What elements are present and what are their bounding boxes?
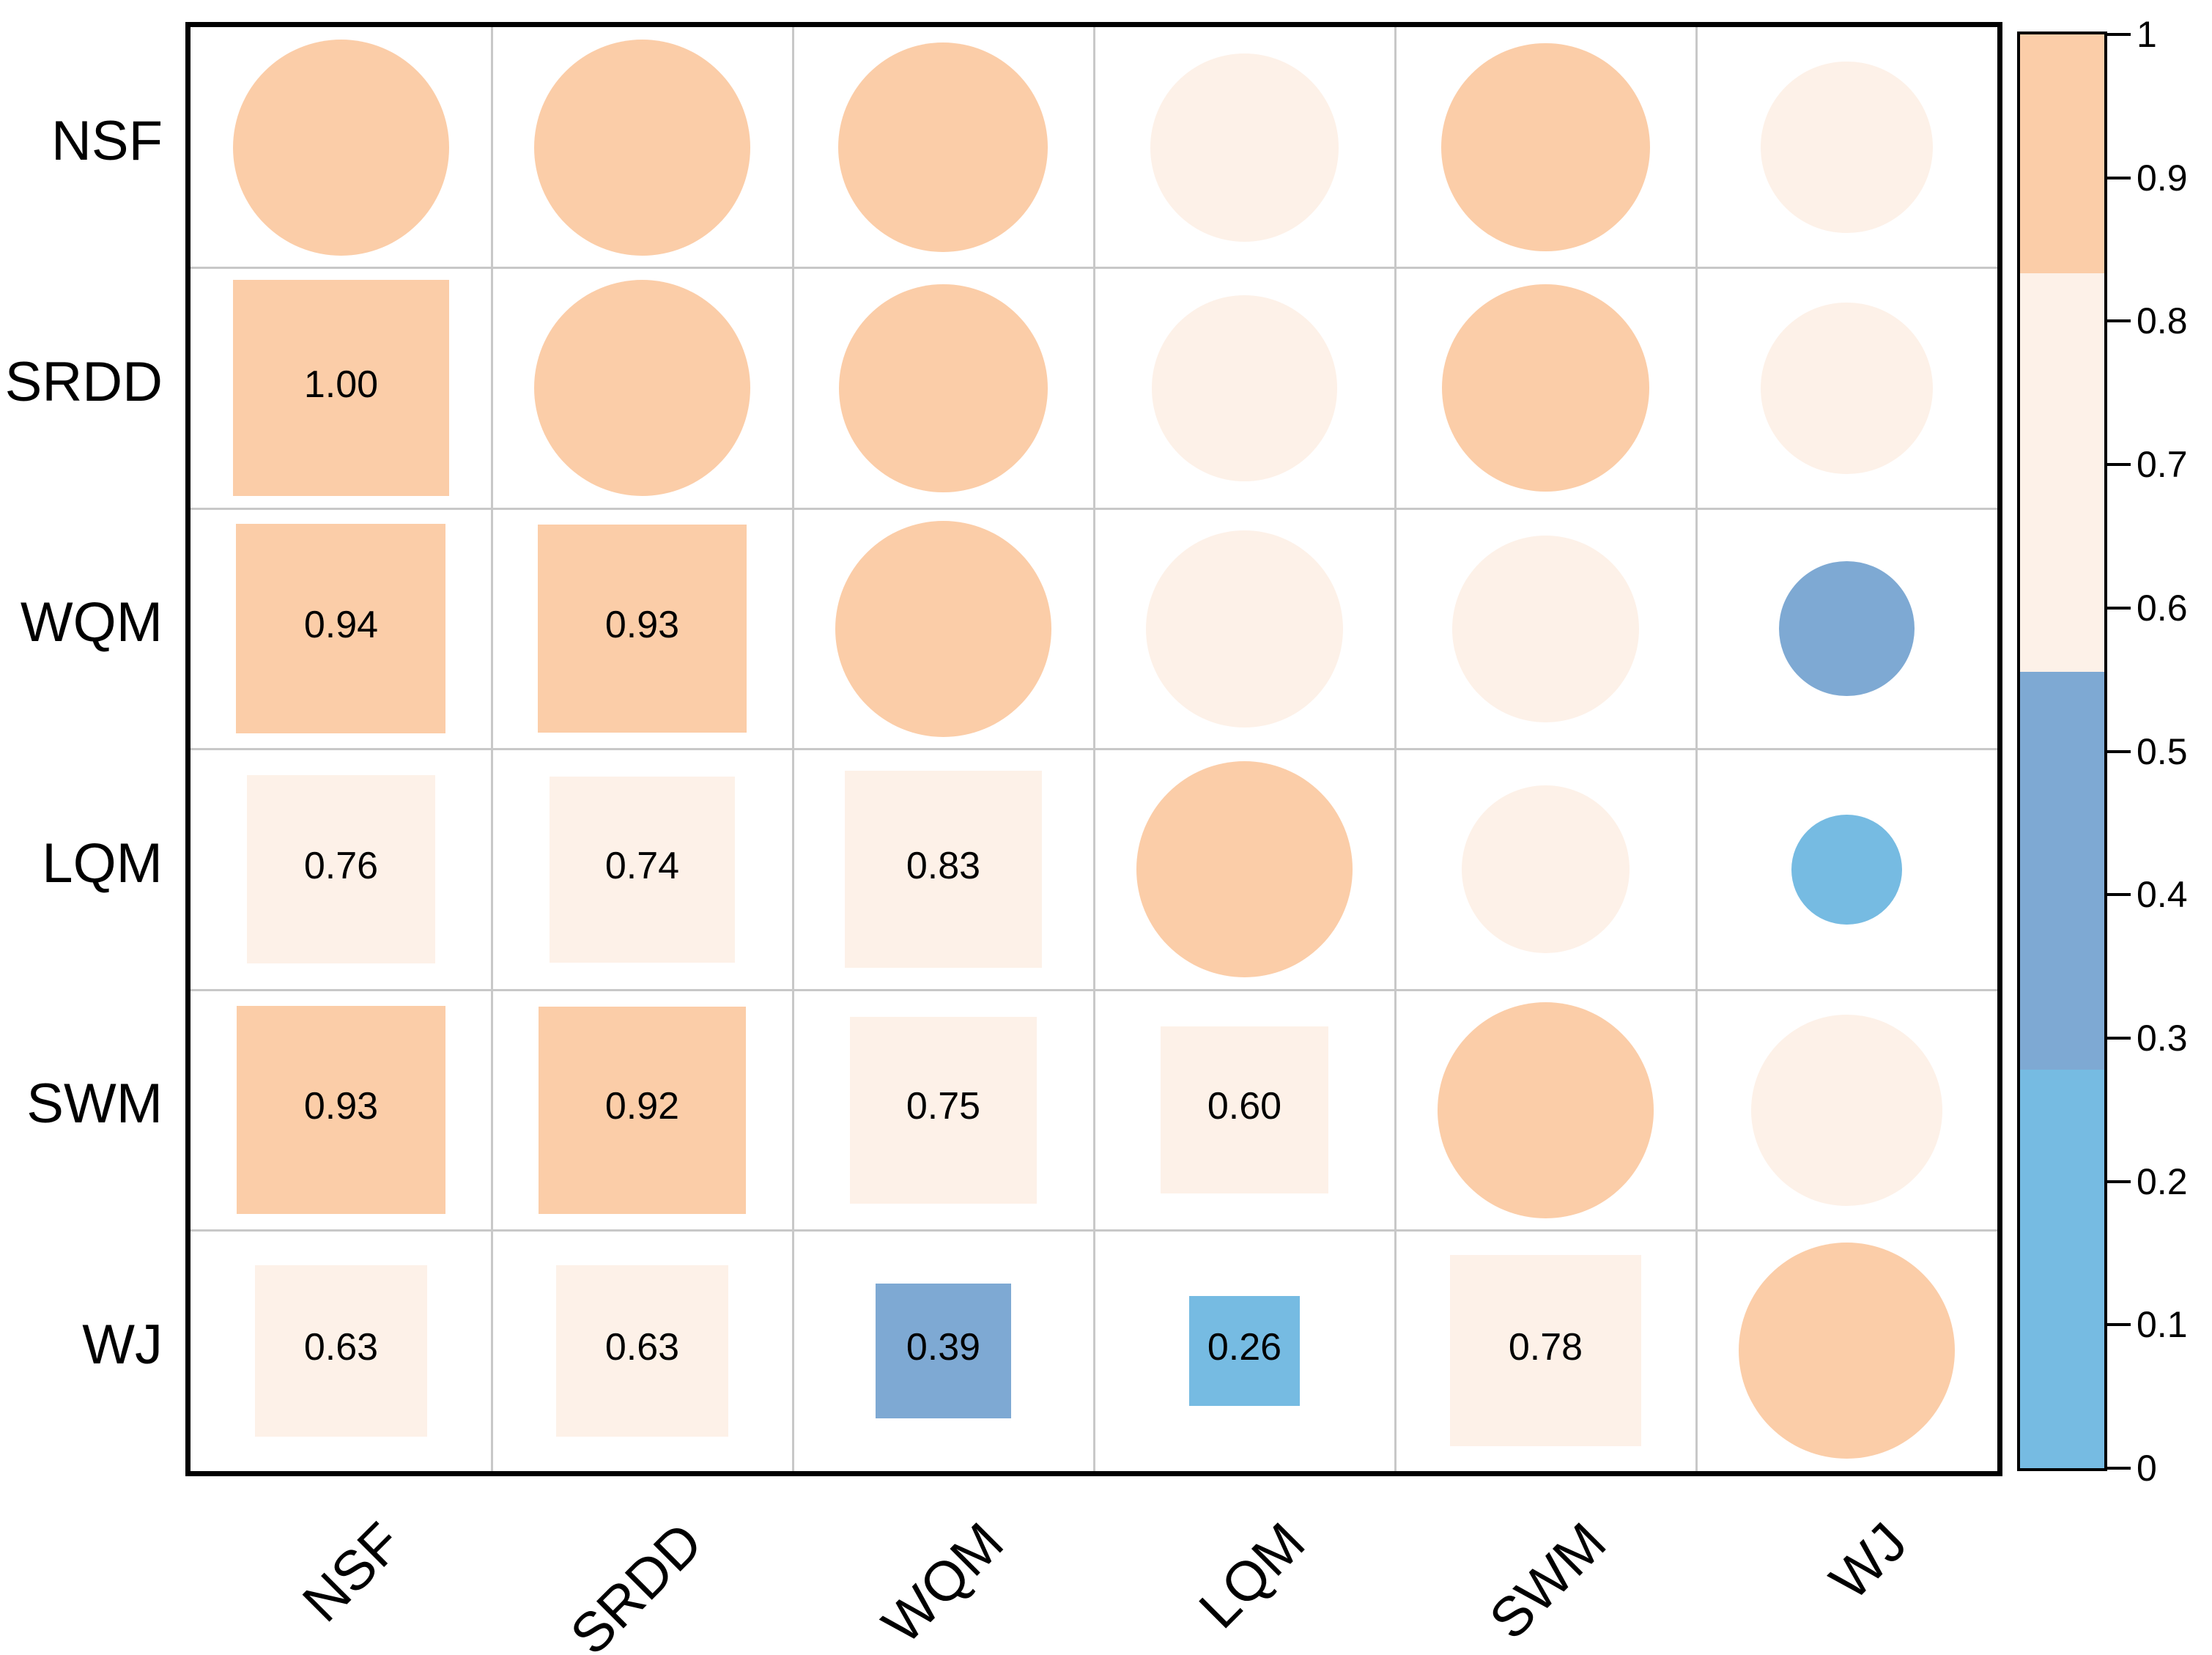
corr-square-WQM-SRDD <box>538 525 747 733</box>
corr-value-SWM-LQM: 0.60 <box>1207 1085 1282 1128</box>
corr-circle-SRDD-SRDD <box>534 280 750 497</box>
corr-value-SWM-WQM: 0.75 <box>906 1085 981 1128</box>
corr-square-SWM-NSF <box>237 1006 445 1215</box>
corr-value-WJ-SWM: 0.78 <box>1508 1325 1583 1369</box>
corr-circle-NSF-NSF <box>233 39 449 256</box>
colorbar-tick-label-0.3: 0.3 <box>2137 1017 2188 1059</box>
corr-value-SRDD-NSF: 1.00 <box>303 363 379 406</box>
corr-circle-SRDD-WJ <box>1761 302 1933 474</box>
corr-value-LQM-NSF: 0.76 <box>303 844 379 887</box>
corr-square-WJ-SRDD <box>556 1265 728 1437</box>
corr-circle-SWM-WJ <box>1751 1014 1942 1206</box>
row-label-WQM: WQM <box>20 591 163 654</box>
corr-square-WQM-NSF <box>236 524 446 734</box>
corr-square-SWM-WQM <box>849 1016 1037 1204</box>
colorbar-tick-1 <box>2107 33 2131 36</box>
corr-value-WJ-LQM: 0.26 <box>1207 1325 1282 1369</box>
col-label-SWM: SWM <box>1477 1511 1619 1651</box>
corr-circle-WQM-WJ <box>1779 561 1915 697</box>
corr-square-LQM-NSF <box>246 775 436 964</box>
matrix-frame <box>185 22 2002 1476</box>
grid-line-horizontal <box>191 1229 1997 1232</box>
col-label-NSF: NSF <box>290 1511 414 1634</box>
colorbar-tick-label-1: 1 <box>2137 14 2157 55</box>
colorbar-tick-label-0.1: 0.1 <box>2137 1304 2188 1346</box>
corr-square-WJ-LQM <box>1189 1295 1300 1406</box>
corr-square-WJ-NSF <box>255 1265 427 1437</box>
col-label-WJ: WJ <box>1818 1511 1920 1613</box>
corr-circle-LQM-LQM <box>1136 761 1353 978</box>
col-label-LQM: LQM <box>1187 1511 1317 1641</box>
colorbar-tick-0.3 <box>2107 1036 2131 1040</box>
corr-circle-NSF-SWM <box>1441 43 1650 252</box>
corr-circle-NSF-SRDD <box>534 39 750 256</box>
colorbar-tick-label-0.5: 0.5 <box>2137 730 2188 772</box>
colorbar <box>2017 32 2107 1471</box>
colorbar-tick-0.5 <box>2107 749 2131 753</box>
colorbar-tick-0.4 <box>2107 893 2131 897</box>
grid-line-vertical <box>1394 27 1397 1471</box>
corr-value-WQM-NSF: 0.94 <box>303 604 379 647</box>
colorbar-tick-0.2 <box>2107 1180 2131 1183</box>
colorbar-tick-0.1 <box>2107 1323 2131 1327</box>
corr-square-SRDD-NSF <box>233 280 449 497</box>
corr-circle-WJ-WJ <box>1739 1243 1955 1459</box>
corr-circle-WQM-SWM <box>1451 535 1640 722</box>
corr-square-LQM-WQM <box>845 771 1042 969</box>
corr-square-LQM-SRDD <box>549 776 736 963</box>
corr-circle-SRDD-SWM <box>1442 284 1649 492</box>
row-label-NSF: NSF <box>51 110 163 173</box>
row-label-SWM: SWM <box>26 1073 163 1136</box>
corr-value-WJ-WQM: 0.39 <box>906 1325 981 1369</box>
corr-square-SWM-SRDD <box>539 1006 746 1214</box>
corr-circle-NSF-LQM <box>1150 53 1339 242</box>
corr-value-LQM-SRDD: 0.74 <box>604 844 680 887</box>
row-label-WJ: WJ <box>82 1313 163 1376</box>
corr-circle-LQM-SWM <box>1462 785 1630 953</box>
colorbar-band-1 <box>2020 34 2104 274</box>
corr-circle-WQM-WQM <box>835 520 1051 737</box>
corr-value-WJ-NSF: 0.63 <box>303 1325 379 1369</box>
corr-square-SWM-LQM <box>1161 1026 1328 1194</box>
grid-line-vertical <box>1695 27 1698 1471</box>
corr-circle-NSF-WJ <box>1761 62 1933 234</box>
corr-value-SWM-SRDD: 0.92 <box>604 1085 680 1128</box>
corr-circle-LQM-WJ <box>1791 814 1902 925</box>
colorbar-tick-label-0.2: 0.2 <box>2137 1160 2188 1202</box>
row-label-LQM: LQM <box>42 832 163 895</box>
row-label-SRDD: SRDD <box>4 350 163 413</box>
colorbar-band-4 <box>2020 1070 2104 1468</box>
corr-circle-SWM-SWM <box>1438 1001 1654 1218</box>
col-label-WQM: WQM <box>870 1511 1016 1655</box>
colorbar-tick-label-0.9: 0.9 <box>2137 157 2188 199</box>
colorbar-tick-label-0.6: 0.6 <box>2137 587 2188 629</box>
colorbar-tick-label-0.8: 0.8 <box>2137 300 2188 342</box>
col-label-SRDD: SRDD <box>558 1511 715 1655</box>
colorbar-tick-0 <box>2107 1467 2131 1470</box>
corr-circle-WQM-LQM <box>1146 530 1343 727</box>
grid-line-horizontal <box>191 748 1997 750</box>
colorbar-band-3 <box>2020 671 2104 1070</box>
corr-circle-SRDD-LQM <box>1151 295 1338 481</box>
colorbar-tick-0.7 <box>2107 463 2131 467</box>
corr-value-WQM-SRDD: 0.93 <box>604 604 680 647</box>
colorbar-band-2 <box>2020 273 2104 672</box>
corr-square-WJ-WQM <box>876 1283 1011 1418</box>
grid-line-horizontal <box>191 988 1997 991</box>
colorbar-tick-0.8 <box>2107 319 2131 323</box>
corr-square-WJ-SWM <box>1450 1255 1641 1446</box>
colorbar-tick-0.6 <box>2107 606 2131 610</box>
colorbar-tick-label-0.4: 0.4 <box>2137 874 2188 916</box>
corr-value-WJ-SRDD: 0.63 <box>604 1325 680 1369</box>
colorbar-tick-label-0.7: 0.7 <box>2137 444 2188 486</box>
corr-circle-NSF-WQM <box>838 42 1048 253</box>
corr-value-SWM-NSF: 0.93 <box>303 1085 379 1128</box>
corr-value-LQM-WQM: 0.83 <box>906 844 981 887</box>
colorbar-tick-0.9 <box>2107 176 2131 179</box>
colorbar-tick-label-0: 0 <box>2137 1448 2157 1489</box>
corr-circle-SRDD-WQM <box>839 284 1048 492</box>
